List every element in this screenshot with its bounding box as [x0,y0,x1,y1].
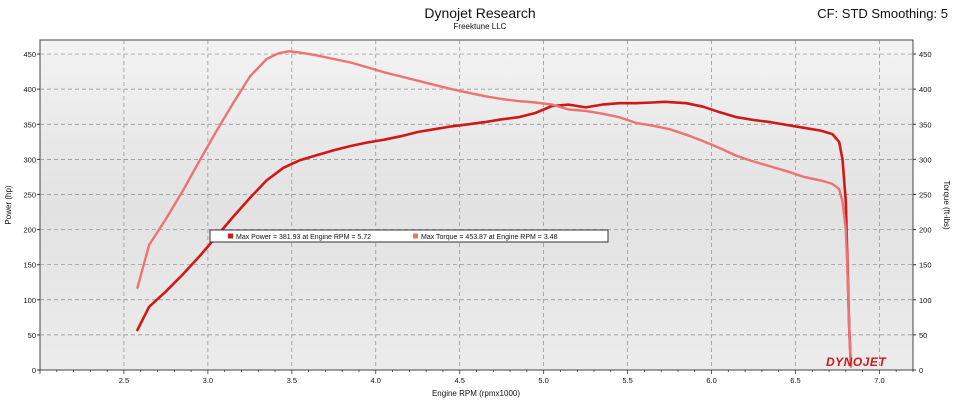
chart-title: Dynojet Research [424,5,536,21]
y-tick-label-left: 450 [23,50,36,59]
y-tick-label-right: 250 [919,190,932,199]
y-tick-label-right: 200 [919,226,932,235]
x-tick-label: 5.5 [622,376,632,385]
y-tick-label-left: 300 [23,155,36,164]
x-tick-label: 6.5 [790,376,800,385]
plot-area [39,39,914,371]
series [136,50,853,368]
chart-subtitle: Freektune LLC [453,22,507,31]
y-tick-label-left: 100 [23,296,36,305]
x-tick-label: 6.0 [706,376,716,385]
y-tick-label-right: 150 [919,261,932,270]
y-tick-label-left: 0 [32,366,36,375]
axis-ticks: 0 0 50 50 100 100 150 150 200 200 250 250 300 300 350 3… [23,50,931,385]
y-tick-label-left: 350 [23,120,36,129]
y-tick-label-right: 100 [919,296,932,305]
y-tick-label-right: 400 [919,85,932,94]
grid [40,40,913,370]
y-tick-label-left: 400 [23,85,36,94]
x-tick-label: 4.5 [454,376,464,385]
y-tick-label-left: 250 [23,190,36,199]
y-tick-label-right: 50 [919,331,927,340]
legend-power-text: Max Power = 381.93 at Engine RPM = 5.72 [236,234,371,241]
y-tick-label-right: 0 [919,366,923,375]
x-tick-label: 3.0 [203,376,213,385]
x-tick-label: 5.0 [538,376,548,385]
x-axis-label: Engine RPM (rpmx1000) [432,389,520,398]
y-axis-left-label: Power (hp) [4,185,13,224]
y-tick-label-right: 350 [919,120,932,129]
legend-box: Max Power = 381.93 at Engine RPM = 5.72 … [209,229,609,243]
power-curve [136,100,853,368]
correction-factor-label: CF: STD Smoothing: 5 [817,6,948,21]
y-tick-label-left: 200 [23,226,36,235]
x-tick-label: 7.0 [874,376,884,385]
y-tick-label-left: 50 [28,331,36,340]
legend-power-swatch [228,233,233,239]
torque-curve [136,50,853,368]
legend-torque-swatch [413,233,418,239]
y-axis-right-label: Torque (ft-lbs) [942,180,951,230]
y-tick-label-left: 150 [23,261,36,270]
y-tick-label-right: 300 [919,155,932,164]
legend-torque-text: Max Torque = 453.87 at Engine RPM = 3.48 [421,234,558,241]
x-tick-label: 2.5 [119,376,129,385]
dynojet-logo: DYNOJET [826,355,887,369]
y-tick-label-right: 450 [919,50,932,59]
x-tick-label: 4.0 [371,376,381,385]
x-tick-label: 3.5 [287,376,297,385]
